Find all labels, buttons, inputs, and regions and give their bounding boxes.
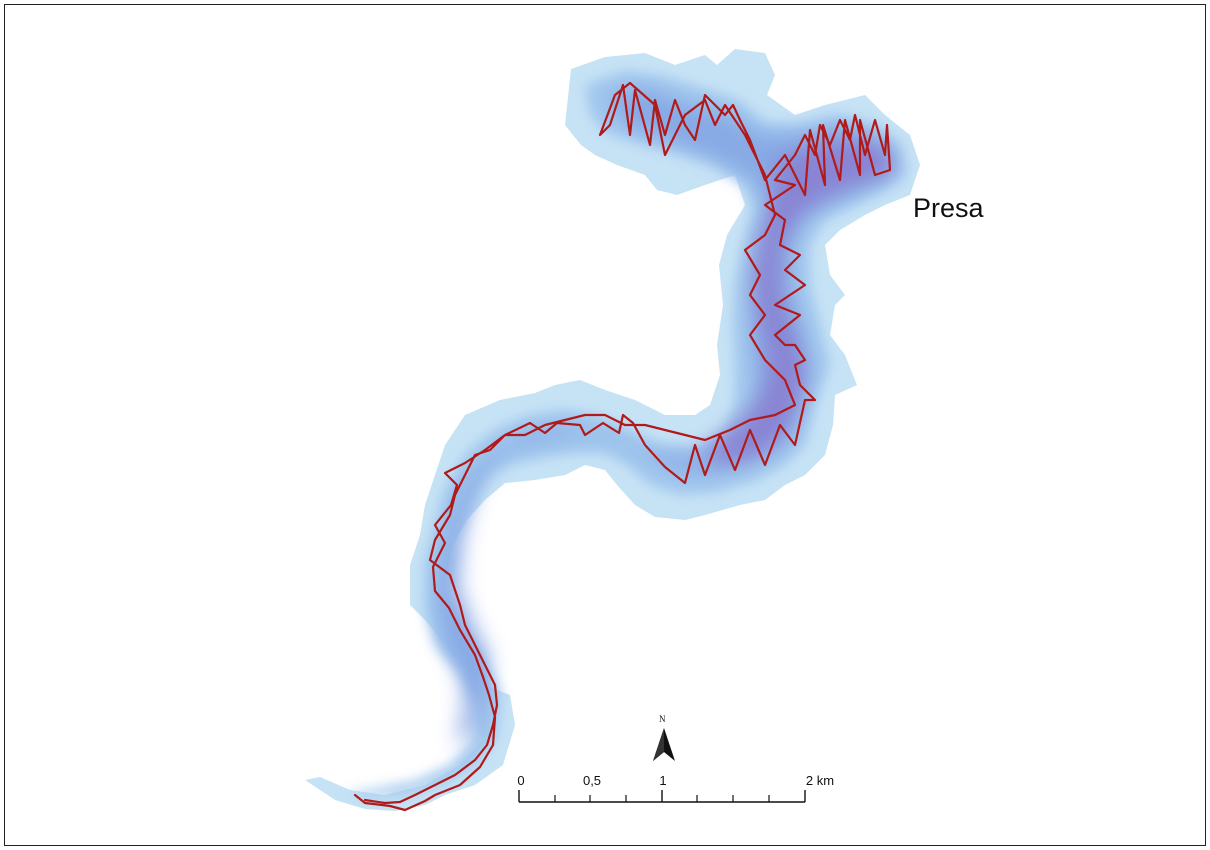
map-frame: Presa N 0 0,5 1 2 km: [4, 4, 1206, 846]
north-letter: N: [659, 714, 666, 724]
reservoir-water-core: [705, 140, 895, 463]
scale-label-2km: 2 km: [805, 773, 835, 788]
scale-label-0: 0: [517, 773, 525, 788]
place-label-presa: Presa: [913, 193, 984, 223]
survey-track: [353, 81, 892, 812]
scale-bar: [518, 790, 806, 803]
scale-label-1: 1: [659, 773, 667, 788]
north-arrow-icon: [653, 728, 675, 761]
scale-label-half: 0,5: [582, 773, 602, 788]
reservoir-map[interactable]: [5, 5, 1206, 846]
